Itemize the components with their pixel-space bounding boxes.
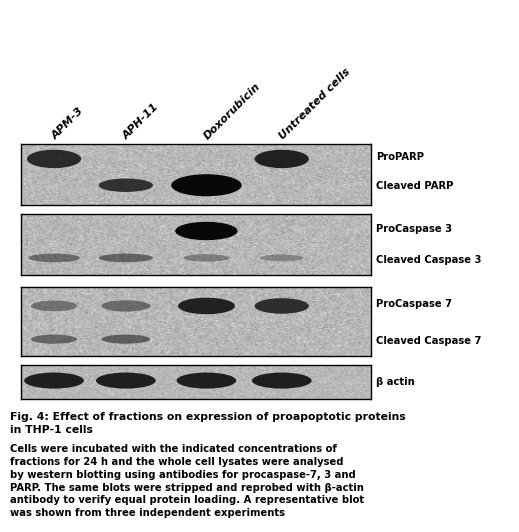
Text: Cells were incubated with the indicated concentrations of
fractions for 24 h and: Cells were incubated with the indicated …	[10, 444, 364, 518]
Text: Cleaved Caspase 3: Cleaved Caspase 3	[376, 255, 482, 265]
Text: APH-11: APH-11	[121, 101, 161, 141]
Text: ProCaspase 7: ProCaspase 7	[376, 299, 452, 309]
Ellipse shape	[183, 254, 229, 262]
Ellipse shape	[260, 254, 304, 261]
Text: Fig. 4: Effect of fractions on expression of proapoptotic proteins
in THP-1 cell: Fig. 4: Effect of fractions on expressio…	[10, 412, 406, 435]
Text: ProCaspase 3: ProCaspase 3	[376, 224, 452, 234]
Ellipse shape	[31, 335, 77, 344]
Ellipse shape	[99, 254, 153, 262]
Ellipse shape	[96, 372, 156, 388]
Text: Cleaved Caspase 7: Cleaved Caspase 7	[376, 336, 482, 346]
Text: Cleaved PARP: Cleaved PARP	[376, 181, 454, 192]
Ellipse shape	[24, 372, 84, 388]
Ellipse shape	[175, 222, 238, 240]
Text: Doxorubicin: Doxorubicin	[202, 81, 262, 141]
Ellipse shape	[171, 174, 242, 196]
Text: Untreated cells: Untreated cells	[277, 66, 352, 141]
Ellipse shape	[255, 298, 309, 314]
Ellipse shape	[31, 301, 77, 311]
Ellipse shape	[101, 300, 151, 312]
Ellipse shape	[101, 335, 151, 344]
Ellipse shape	[255, 150, 309, 168]
Ellipse shape	[252, 372, 311, 388]
Text: β actin: β actin	[376, 377, 415, 387]
Text: ProPARP: ProPARP	[376, 152, 424, 162]
Ellipse shape	[27, 150, 81, 168]
Ellipse shape	[176, 372, 236, 388]
Ellipse shape	[28, 254, 80, 262]
Ellipse shape	[178, 298, 235, 314]
Text: APM-3: APM-3	[50, 105, 85, 141]
Ellipse shape	[99, 179, 153, 192]
